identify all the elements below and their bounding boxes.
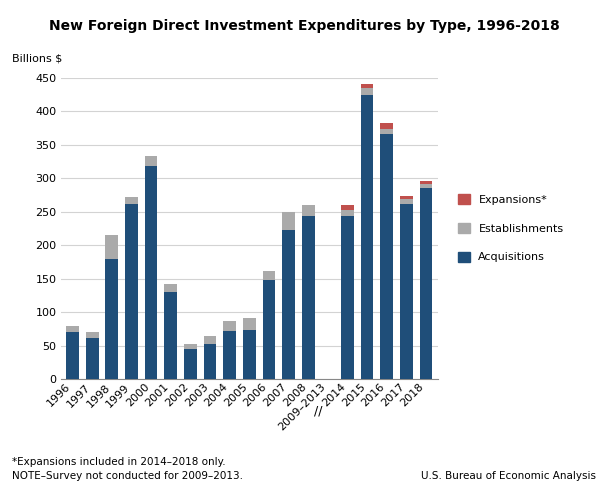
Bar bbox=[105, 235, 118, 259]
Bar bbox=[282, 230, 295, 379]
Text: New Foreign Direct Investment Expenditures by Type, 1996-2018: New Foreign Direct Investment Expenditur… bbox=[49, 19, 559, 34]
Bar bbox=[341, 210, 354, 216]
Bar bbox=[164, 292, 177, 379]
Bar bbox=[125, 197, 138, 204]
Bar bbox=[302, 216, 314, 379]
Bar bbox=[381, 134, 393, 379]
Bar bbox=[204, 344, 216, 379]
Bar bbox=[204, 336, 216, 344]
Text: //: // bbox=[314, 404, 322, 417]
Bar bbox=[66, 326, 79, 332]
Bar bbox=[381, 129, 393, 134]
Bar bbox=[263, 280, 275, 379]
Bar bbox=[381, 123, 393, 129]
Bar bbox=[282, 212, 295, 230]
Bar bbox=[400, 204, 413, 379]
Bar bbox=[243, 330, 255, 379]
Bar bbox=[145, 156, 157, 166]
Bar bbox=[164, 284, 177, 292]
Bar bbox=[361, 88, 373, 94]
Bar bbox=[361, 85, 373, 88]
Bar bbox=[420, 188, 432, 379]
Bar bbox=[184, 349, 197, 379]
Bar bbox=[400, 199, 413, 204]
Bar bbox=[125, 204, 138, 379]
Bar bbox=[105, 259, 118, 379]
Bar bbox=[145, 166, 157, 379]
Bar bbox=[341, 216, 354, 379]
Bar bbox=[223, 322, 236, 331]
Bar bbox=[341, 205, 354, 210]
Bar bbox=[400, 196, 413, 199]
Bar bbox=[263, 271, 275, 280]
Bar bbox=[66, 332, 79, 379]
Text: NOTE–Survey not conducted for 2009–2013.: NOTE–Survey not conducted for 2009–2013. bbox=[12, 471, 243, 481]
Bar bbox=[223, 331, 236, 379]
Bar bbox=[86, 332, 98, 338]
Bar bbox=[184, 344, 197, 349]
Text: Billions $: Billions $ bbox=[12, 53, 63, 63]
Text: *Expansions included in 2014–2018 only.: *Expansions included in 2014–2018 only. bbox=[12, 456, 226, 467]
Bar bbox=[243, 318, 255, 330]
Bar bbox=[302, 205, 314, 216]
Bar bbox=[86, 338, 98, 379]
Bar bbox=[420, 184, 432, 188]
Bar bbox=[361, 94, 373, 379]
Bar bbox=[420, 181, 432, 184]
Text: U.S. Bureau of Economic Analysis: U.S. Bureau of Economic Analysis bbox=[421, 471, 596, 481]
Legend: Expansions*, Establishments, Acquisitions: Expansions*, Establishments, Acquisition… bbox=[458, 194, 564, 262]
